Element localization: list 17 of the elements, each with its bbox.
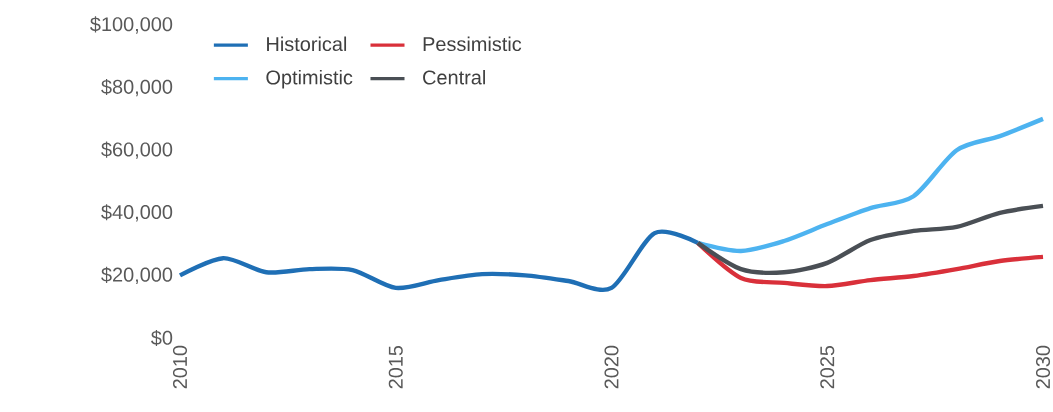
legend-label: Central [423,69,485,85]
x-tick-label: 2030 [1035,345,1051,389]
y-tick-label: $60,000 [101,141,173,159]
y-tick-label: $100,000 [90,16,173,34]
x-tick-label: 2010 [172,345,188,389]
legend-label: Pessimistic [423,36,522,52]
legend-label: Optimistic [266,69,353,89]
legend-label: Historical [267,36,347,52]
x-tick-label: 2015 [388,345,403,389]
x-tick-label: 2020 [604,345,619,389]
y-tick-label: $0 [151,329,173,347]
line-series [695,203,1046,275]
y-tick-label: $40,000 [101,204,173,222]
y-tick-label: $20,000 [101,266,173,285]
x-tick-label: 2025 [820,345,835,389]
y-tick-label: $80,000 [101,78,173,97]
line-series [695,116,1046,254]
